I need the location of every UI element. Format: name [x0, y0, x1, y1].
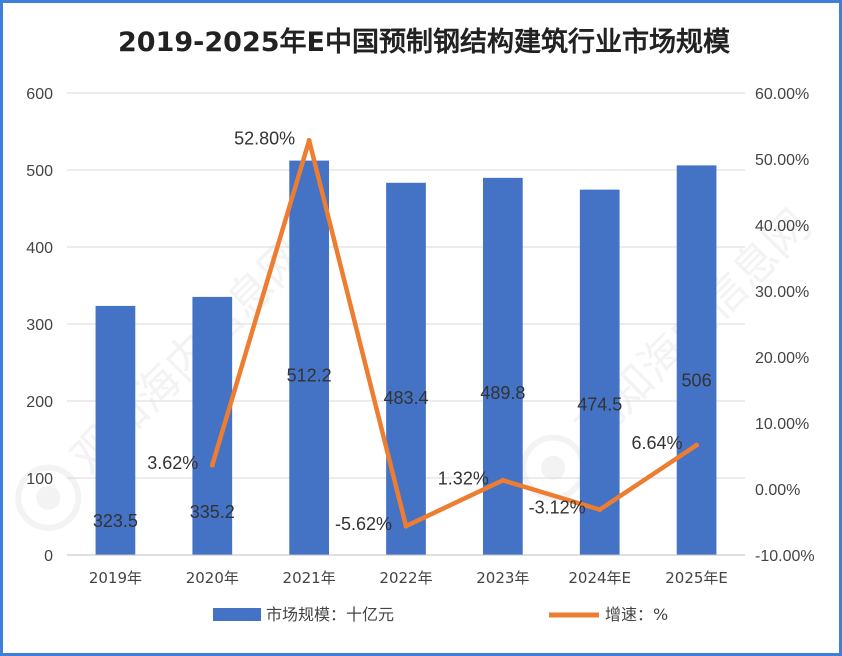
- x-tick-label: 2025年E: [665, 569, 728, 587]
- line-series: [209, 138, 700, 529]
- growth-line: [210, 138, 699, 529]
- growth-value-label: 3.62%: [147, 453, 198, 473]
- y-right-tick-label: 0.00%: [755, 482, 800, 499]
- y-axis-right: -10.00% 0.00% 10.00% 20.00% 30.00% 40.00% 50.0…: [755, 86, 815, 565]
- y-right-tick-label: -10.00%: [755, 548, 815, 565]
- growth-point: [694, 442, 700, 448]
- legend-line-label: 增速：%: [605, 605, 668, 624]
- bar: [289, 160, 329, 555]
- legend-bar-label: 市场规模：十亿元: [266, 605, 394, 624]
- y-axis-left: 0 100 200 300 400 500 600: [26, 86, 53, 565]
- bar: [483, 177, 523, 555]
- data-labels: 323.5 335.2 512.2 483.4 489.8 474.5 506 3.62% 52…: [93, 129, 712, 535]
- y-left-tick-label: 200: [26, 394, 53, 411]
- legend-bar-swatch: [213, 608, 261, 621]
- y-right-tick-label: 10.00%: [755, 416, 809, 433]
- bar: [676, 165, 717, 555]
- y-right-tick-label: 60.00%: [755, 86, 809, 103]
- chart-title: 2019-2025年E中国预制钢结构建筑行业市场规模: [118, 26, 730, 58]
- bar-value-label: 489.8: [480, 383, 525, 403]
- growth-value-label: 52.80%: [234, 129, 295, 149]
- growth-point: [597, 507, 603, 513]
- y-right-tick-label: 20.00%: [755, 350, 809, 367]
- x-tick-label: 2021年: [283, 569, 336, 587]
- x-tick-label: 2019年: [89, 569, 142, 587]
- growth-point: [209, 462, 215, 468]
- y-right-tick-label: 50.00%: [755, 152, 809, 169]
- bar-value-label: 512.2: [287, 366, 332, 386]
- bar: [579, 189, 620, 555]
- x-tick-label: 2024年E: [568, 569, 631, 587]
- growth-value-label: 1.32%: [438, 468, 489, 488]
- y-right-tick-label: 40.00%: [755, 218, 809, 235]
- growth-point: [306, 138, 312, 144]
- bar: [386, 182, 426, 556]
- chart-svg: 观知海内信息网 观知海内信息网 2019-2025年E中国预制钢结构建筑行业市场…: [15, 26, 821, 624]
- bar-value-label: 483.4: [383, 388, 428, 408]
- x-tick-label: 2023年: [476, 569, 529, 587]
- x-axis: 2019年 2020年 2021年 2022年 2023年 2024年E 2025年E: [67, 554, 745, 587]
- y-right-tick-label: 30.00%: [755, 284, 809, 301]
- growth-value-label: -5.62%: [335, 514, 392, 534]
- growth-value-label: 6.64%: [632, 433, 683, 453]
- y-left-tick-label: 500: [26, 163, 53, 180]
- x-tick-label: 2022年: [379, 569, 432, 587]
- legend: 市场规模：十亿元 增速：%: [213, 605, 668, 624]
- y-left-tick-label: 400: [26, 240, 53, 257]
- bar-value-label: 474.5: [577, 395, 622, 415]
- y-left-tick-label: 0: [44, 548, 53, 565]
- y-left-tick-label: 600: [26, 86, 53, 103]
- growth-point: [403, 523, 409, 529]
- x-tick-label: 2020年: [186, 569, 239, 587]
- y-left-tick-label: 300: [26, 317, 53, 334]
- bar-value-label: 323.5: [93, 511, 138, 531]
- bar-value-label: 335.2: [190, 502, 235, 522]
- bar: [95, 305, 136, 555]
- growth-value-label: -3.12%: [529, 498, 586, 518]
- growth-point: [500, 477, 506, 483]
- bar-value-label: 506: [682, 370, 712, 390]
- y-left-tick-label: 100: [26, 471, 53, 488]
